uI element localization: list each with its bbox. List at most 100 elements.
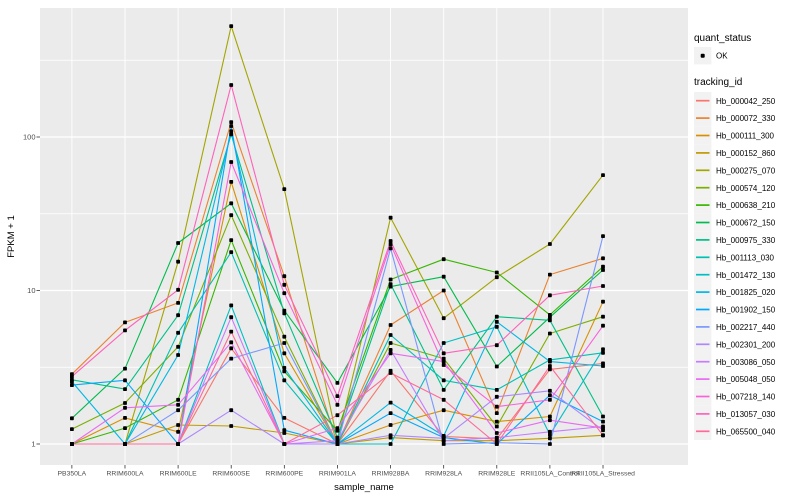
data-point: [229, 120, 234, 124]
data-point: [388, 341, 393, 345]
data-point: [548, 393, 552, 398]
data-point: [388, 242, 393, 247]
legend-item-label: Hb_000574_120: [716, 184, 776, 193]
data-point: [70, 427, 74, 431]
data-point: [548, 315, 552, 320]
data-point: [282, 442, 287, 446]
data-point: [282, 274, 287, 279]
legend-item-label: Hb_000275_070: [716, 166, 776, 175]
data-point: [282, 351, 287, 356]
data-point: [601, 426, 605, 430]
x-tick-label: RRII105LA_Stressed: [571, 471, 635, 478]
data-point: [494, 411, 499, 415]
legend-item-label: Hb_005048_050: [716, 375, 776, 384]
data-point: [229, 160, 234, 164]
data-point: [282, 341, 287, 345]
legend-item-label: Hb_000975_330: [716, 236, 776, 245]
legend-tracking-id-title: tracking_id: [694, 77, 742, 88]
data-point: [282, 378, 287, 383]
data-point: [176, 429, 180, 434]
data-point: [335, 381, 340, 385]
data-point: [123, 387, 127, 391]
data-point: [229, 424, 234, 428]
data-point: [441, 388, 446, 392]
data-point: [229, 201, 234, 206]
y-tick-label: 10: [27, 286, 35, 295]
data-point: [176, 442, 180, 446]
data-point: [176, 241, 180, 245]
y-tick-label: 1: [31, 440, 35, 449]
data-point: [548, 436, 552, 441]
data-point: [176, 397, 180, 402]
x-tick-label: RRII105LA_Control: [520, 471, 579, 478]
legend-item-label: Hb_065500_040: [716, 427, 776, 436]
data-point: [388, 282, 393, 286]
data-point: [601, 173, 605, 177]
data-point: [494, 388, 499, 392]
data-point: [388, 277, 393, 282]
data-point: [335, 394, 340, 398]
data-point: [123, 378, 127, 383]
data-point: [494, 435, 499, 440]
data-point: [548, 272, 552, 277]
data-point: [123, 320, 127, 325]
data-point: [601, 364, 605, 368]
data-point: [441, 359, 446, 364]
legend-item-Hb_000152_860: Hb_000152_860: [694, 144, 776, 162]
data-point: [601, 323, 605, 328]
data-point: [229, 408, 234, 413]
data-point: [388, 371, 393, 375]
legend-item-Hb_002217_440: Hb_002217_440: [694, 318, 776, 336]
data-point: [388, 323, 393, 327]
data-point: [601, 314, 605, 319]
data-point: [229, 315, 234, 320]
legend-item-Hb_001472_130: Hb_001472_130: [694, 266, 776, 284]
data-point: [441, 351, 446, 356]
data-point: [601, 433, 605, 438]
x-tick-label: RRIM600LA: [106, 471, 143, 478]
data-point: [282, 428, 287, 433]
data-point: [601, 264, 605, 269]
data-point: [388, 215, 393, 220]
data-point: [282, 334, 287, 339]
data-point: [441, 288, 446, 293]
data-point: [548, 364, 552, 368]
data-point: [388, 239, 393, 243]
data-point: [388, 423, 393, 427]
data-point: [282, 369, 287, 374]
legend-item-Hb_000111_300: Hb_000111_300: [694, 126, 775, 145]
data-point: [70, 383, 74, 387]
data-point: [229, 24, 234, 28]
legend-item-label: Hb_000672_150: [716, 219, 776, 228]
data-point: [601, 350, 605, 355]
y-tick-label: 100: [23, 133, 36, 142]
legend-item-Hb_001902_150: Hb_001902_150: [694, 300, 776, 319]
data-point: [282, 311, 287, 316]
data-point: [176, 313, 180, 318]
data-point: [548, 418, 552, 423]
legend-item-label: Hb_000152_860: [716, 149, 776, 158]
data-point: [494, 343, 499, 348]
data-point: [176, 287, 180, 292]
data-point: [601, 419, 605, 424]
data-point: [123, 416, 127, 420]
axis-ticks: [36, 136, 604, 469]
data-point: [388, 351, 393, 356]
data-point: [494, 314, 499, 319]
y-axis-title: FPKM + 1: [6, 215, 17, 258]
legend-item-Hb_003086_050: Hb_003086_050: [694, 353, 776, 371]
legend: quant_status OK tracking_id Hb_000042_25…: [694, 33, 776, 440]
data-point: [282, 416, 287, 420]
x-tick-label: RRIM600PE: [265, 471, 303, 478]
x-tick-label: RRIM928BA: [372, 471, 410, 478]
data-point: [548, 242, 552, 246]
data-point: [123, 426, 127, 430]
data-point: [441, 397, 446, 402]
data-point: [123, 405, 127, 410]
data-point: [229, 238, 234, 242]
data-point: [176, 423, 180, 427]
legend-item-label: Hb_001113_030: [716, 253, 775, 262]
data-point: [229, 250, 234, 254]
legend-item-Hb_065500_040: Hb_065500_040: [694, 422, 776, 440]
data-point: [282, 282, 287, 287]
